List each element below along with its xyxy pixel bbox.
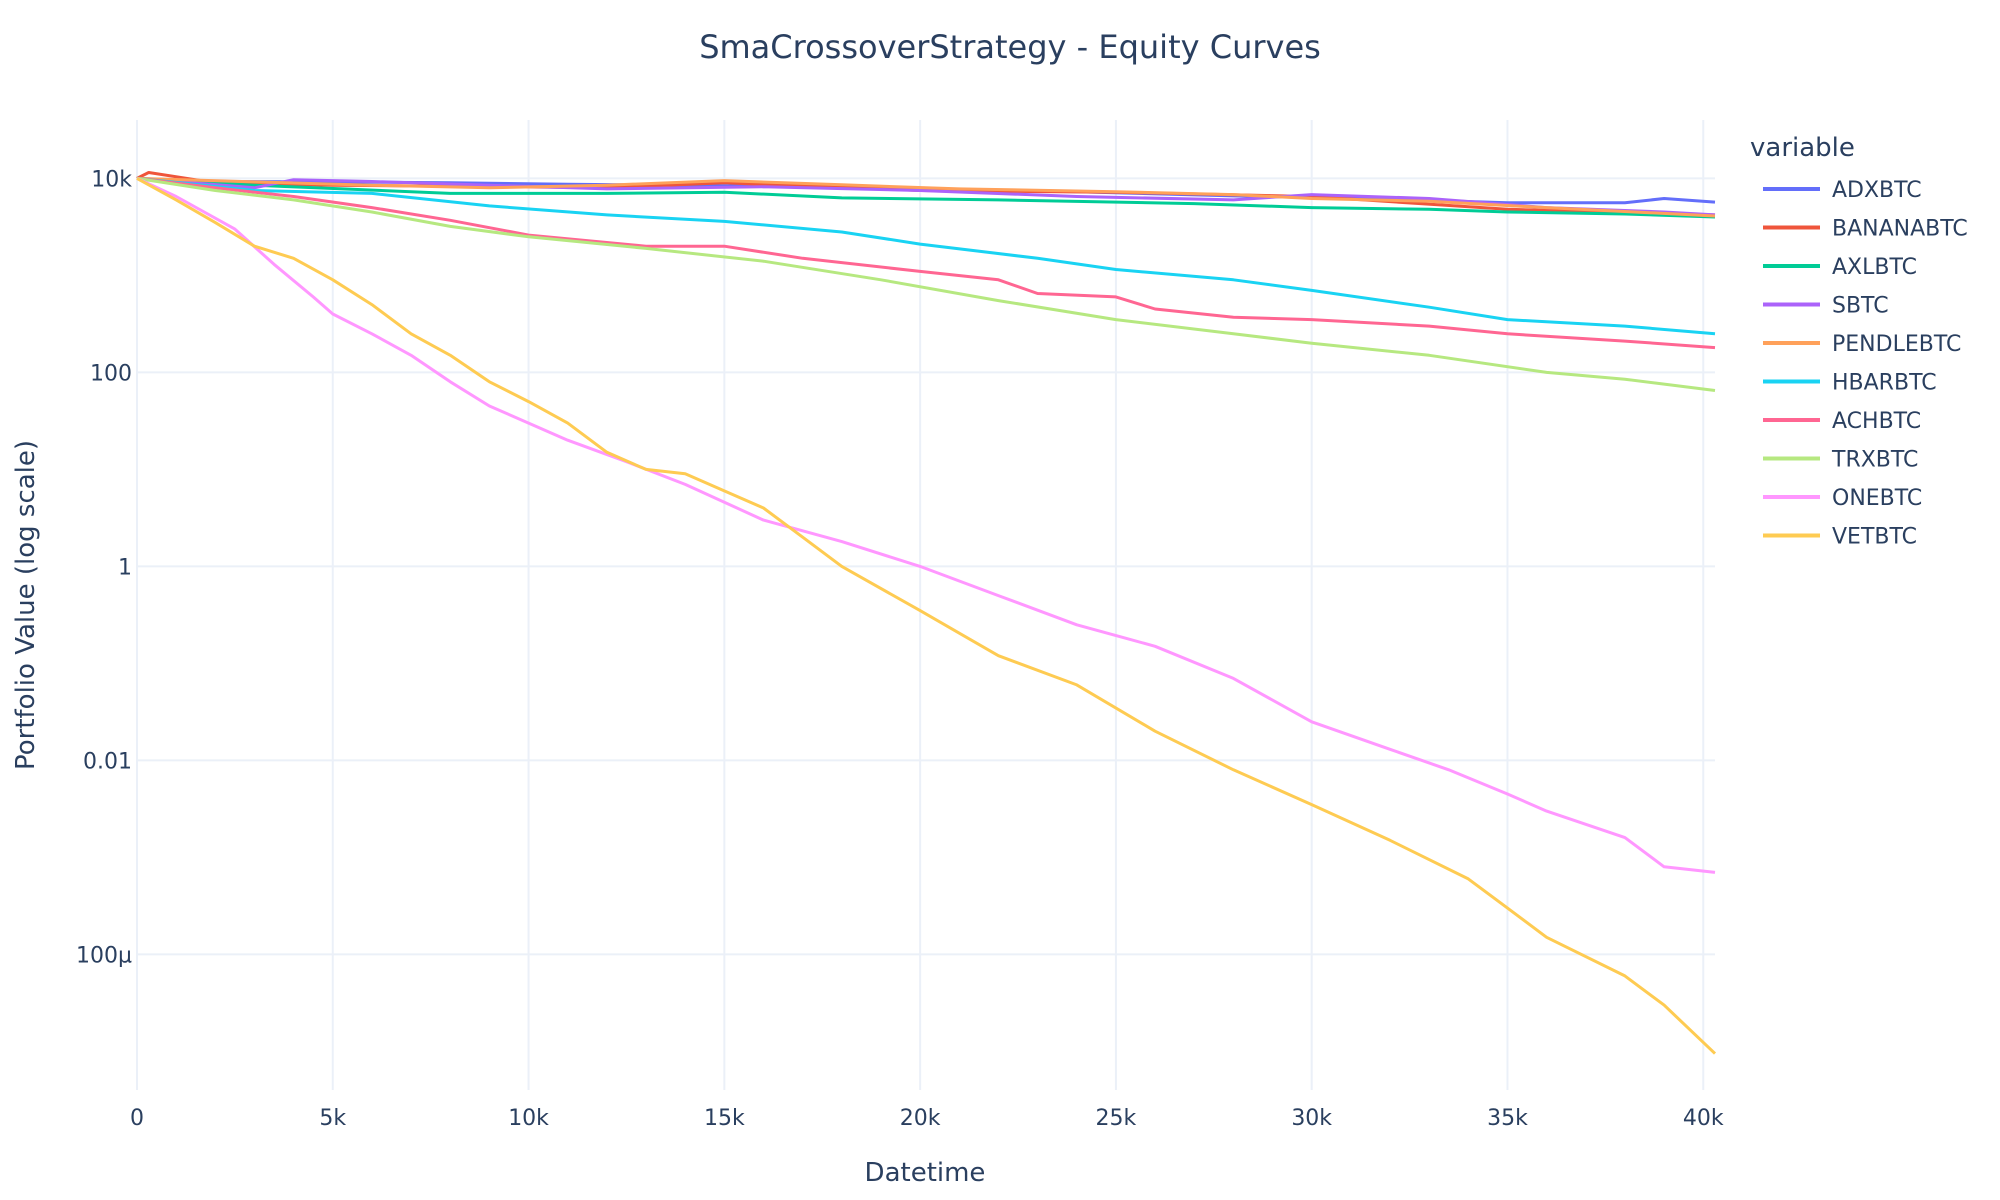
x-tick-label: 10k — [508, 1106, 549, 1131]
x-tick-label: 30k — [1291, 1106, 1332, 1131]
y-tick-label: 100 — [90, 361, 132, 386]
y-tick-label: 0.01 — [83, 749, 132, 774]
x-tick-label: 20k — [900, 1106, 941, 1131]
series-line-pendlebtc — [136, 176, 1716, 218]
y-tick-label: 10k — [91, 167, 132, 192]
series-line-onebtc — [136, 177, 1716, 874]
x-tick-label: 5k — [319, 1106, 346, 1131]
legend-label-pendlebtc: PENDLEBTC — [1832, 332, 1961, 357]
legend-label-vetbtc: VETBTC — [1832, 525, 1917, 550]
y-axis-ticks: 10k 100 1 0.01 100µ — [76, 167, 132, 968]
y-tick-label: 100µ — [76, 943, 132, 968]
x-tick-label: 15k — [704, 1106, 745, 1131]
legend: variable ADXBTC BANANABTC AXLBTC SBTC PENDLE… — [1750, 133, 1968, 550]
grid-layer — [136, 120, 1715, 1090]
series-line-trxbtc — [136, 176, 1716, 392]
x-axis-title: Datetime — [865, 1158, 986, 1188]
y-tick-label: 1 — [118, 555, 132, 580]
legend-label-trxbtc: TRXBTC — [1831, 448, 1918, 473]
legend-label-onebtc: ONEBTC — [1832, 486, 1922, 511]
y-axis-title: Portfolio Value (log scale) — [11, 440, 41, 770]
series-layer — [136, 171, 1717, 1055]
x-tick-label: 40k — [1683, 1106, 1724, 1131]
x-axis-ticks: 0 5k 10k 15k 20k 25k 30k 35k 40k — [130, 1106, 1724, 1131]
legend-label-adxbtc: ADXBTC — [1832, 178, 1922, 203]
legend-label-hbarbtc: HBARBTC — [1832, 371, 1937, 396]
x-tick-label: 0 — [130, 1106, 144, 1131]
series-line-axlbtc — [136, 176, 1716, 219]
legend-title: variable — [1750, 133, 1855, 163]
legend-label-sbtc: SBTC — [1832, 294, 1889, 319]
series-line-vetbtc — [136, 177, 1717, 1055]
x-tick-label: 25k — [1096, 1106, 1137, 1131]
x-tick-label: 35k — [1487, 1106, 1528, 1131]
legend-label-axlbtc: AXLBTC — [1832, 255, 1917, 280]
series-line-hbarbtc — [136, 176, 1716, 336]
chart-title: SmaCrossoverStrategy - Equity Curves — [699, 28, 1321, 66]
series-line-achbtc — [136, 176, 1716, 350]
legend-label-bananabtc: BANANABTC — [1832, 217, 1968, 242]
legend-label-achbtc: ACHBTC — [1832, 409, 1921, 434]
